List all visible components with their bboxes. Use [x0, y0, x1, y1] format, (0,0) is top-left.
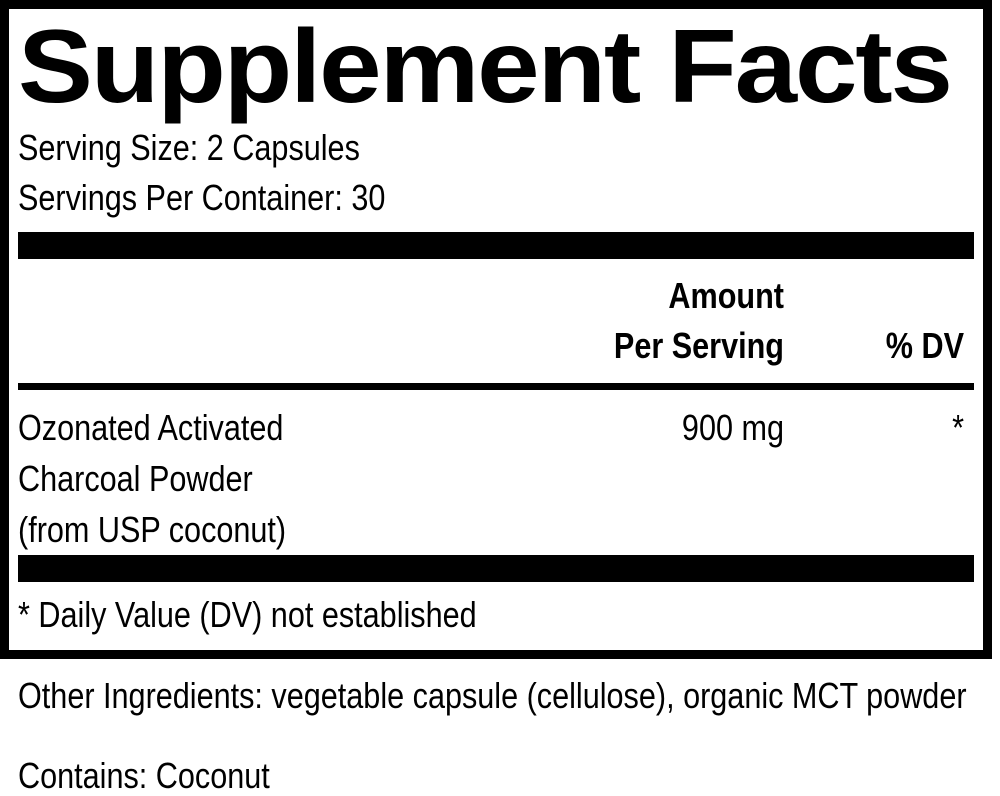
ingredient-dv-cell: *: [784, 402, 974, 453]
additional-info: Other Ingredients: vegetable capsule (ce…: [18, 671, 1000, 796]
ingredient-row: Ozonated Activated Charcoal Powder (from…: [18, 390, 974, 555]
ingredient-dv-asterisk: *: [952, 407, 964, 448]
separator-rule-thin: [18, 383, 974, 390]
separator-bar-thick-bottom: [18, 555, 974, 582]
column-header-row: Amount Per Serving % DV: [18, 259, 974, 383]
contains-statement: Contains: Coconut: [18, 755, 270, 796]
ingredient-amount-cell: 900 mg: [564, 402, 784, 453]
ingredient-amount: 900 mg: [681, 407, 784, 448]
servings-per-container: Servings Per Container: 30: [18, 177, 386, 218]
ingredient-name-line1: Ozonated Activated: [18, 407, 284, 448]
ingredient-name-line2: Charcoal Powder: [18, 458, 253, 499]
ingredient-name: Ozonated Activated Charcoal Powder (from…: [18, 402, 564, 555]
ingredient-name-line3: (from USP coconut): [18, 509, 287, 550]
amount-header-line2: Per Serving: [613, 325, 784, 366]
supplement-facts-panel: Supplement Facts Serving Size: 2 Capsule…: [0, 0, 992, 659]
dv-header: % DV: [885, 325, 964, 366]
facts-title: Supplement Facts: [18, 9, 953, 125]
other-ingredients: Other Ingredients: vegetable capsule (ce…: [18, 675, 967, 716]
serving-size: Serving Size: 2 Capsules: [18, 127, 360, 168]
amount-header: Amount Per Serving: [564, 271, 784, 371]
separator-bar-thick-top: [18, 232, 974, 259]
dv-footnote: * Daily Value (DV) not established: [18, 594, 477, 635]
amount-header-line1: Amount: [668, 275, 784, 316]
dv-header-cell: % DV: [784, 321, 974, 371]
